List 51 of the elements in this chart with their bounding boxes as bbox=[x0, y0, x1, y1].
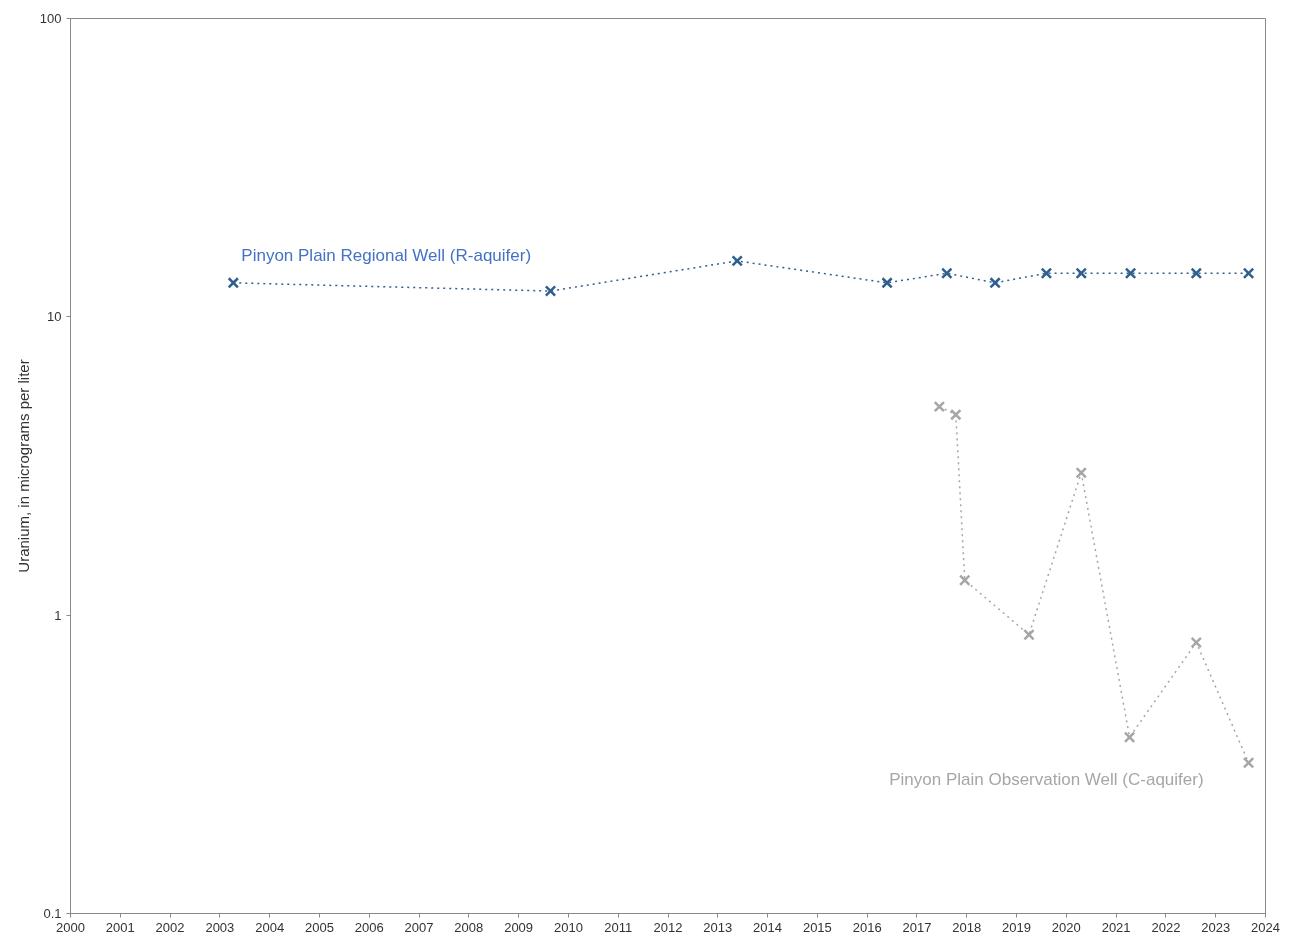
x-tick-label: 2009 bbox=[504, 919, 534, 935]
x-tick-label: 2022 bbox=[1151, 919, 1181, 935]
series-label: Pinyon Plain Regional Well (R-aquifer) bbox=[241, 245, 532, 265]
y-tick-label: 1 bbox=[54, 607, 62, 623]
x-tick-label: 2008 bbox=[454, 919, 484, 935]
y-tick-label: 10 bbox=[47, 309, 62, 325]
point bbox=[1242, 756, 1255, 769]
x-tick-label: 2017 bbox=[902, 919, 932, 935]
point bbox=[989, 276, 1001, 289]
x-tick-label: 2016 bbox=[852, 919, 882, 935]
y-tick-label: 0.1 bbox=[43, 906, 62, 921]
x-tick-label: 2011 bbox=[604, 919, 633, 935]
x-tick-label: 2023 bbox=[1201, 919, 1231, 935]
point bbox=[1190, 636, 1203, 649]
x-tick-label: 2010 bbox=[553, 919, 583, 935]
point bbox=[881, 276, 893, 289]
x-tick-label: 2001 bbox=[105, 919, 135, 935]
x-tick-label: 2005 bbox=[305, 919, 334, 935]
point bbox=[1124, 267, 1137, 280]
text: Pinyon Plain Observation Well (C-aquifer) bbox=[889, 769, 1204, 789]
point bbox=[1075, 267, 1088, 280]
x-tick-label: 2019 bbox=[1002, 919, 1031, 935]
point bbox=[1123, 731, 1136, 744]
x-tick-label: 2003 bbox=[205, 919, 235, 935]
x-tick-label: 2018 bbox=[952, 919, 982, 935]
x-tick-label: 2020 bbox=[1051, 919, 1081, 935]
point bbox=[1242, 267, 1255, 280]
point bbox=[949, 408, 962, 421]
x-tick-label: 2014 bbox=[753, 919, 783, 935]
x-tick-label: 2012 bbox=[653, 919, 683, 935]
x-tick-label: 2013 bbox=[703, 919, 733, 935]
point bbox=[1190, 267, 1203, 280]
point bbox=[940, 267, 953, 280]
y-axis-title: Uranium, in micrograms per liter bbox=[14, 359, 32, 573]
x-tick-label: 2007 bbox=[404, 919, 434, 935]
point bbox=[227, 276, 240, 289]
x-tick-label: 2004 bbox=[255, 919, 285, 935]
point bbox=[933, 400, 946, 413]
x-tick-label: 2006 bbox=[354, 919, 384, 935]
point bbox=[731, 255, 744, 267]
x-tick-label: 2024 bbox=[1251, 919, 1280, 935]
point bbox=[544, 285, 557, 297]
x-tick-label: 2021 bbox=[1101, 919, 1131, 935]
point bbox=[1040, 267, 1053, 280]
point bbox=[958, 574, 971, 587]
point bbox=[1075, 466, 1088, 479]
x-tick-label: 2000 bbox=[56, 919, 85, 935]
point bbox=[1023, 628, 1035, 641]
x-tick-label: 2015 bbox=[802, 919, 832, 935]
x-tick-label: 2002 bbox=[155, 919, 185, 935]
y-tick-label: 100 bbox=[39, 11, 62, 26]
